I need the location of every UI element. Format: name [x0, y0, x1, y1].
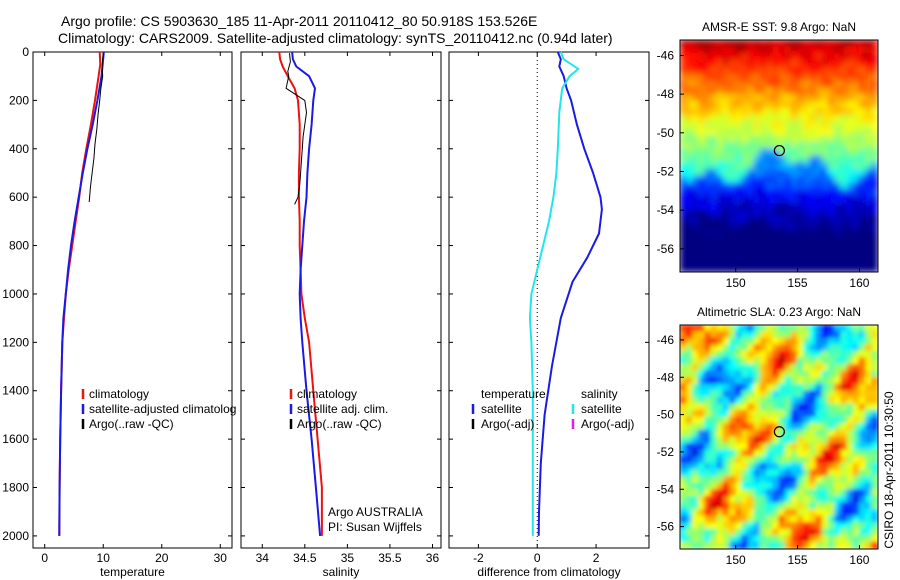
depth-tick-label: 600 [9, 190, 29, 204]
sla-map-argo-marker [773, 426, 785, 438]
difference-legend-label: Argo(-adj) [581, 417, 634, 431]
difference-xtick-label: -2 [473, 551, 484, 565]
sst-map-ytick-label: -54 [657, 203, 675, 217]
sla-map-title: Altimetric SLA: 0.23 Argo: NaN [697, 305, 861, 319]
sst-map-ytick-label: -50 [657, 126, 675, 140]
sla-map-panel: Altimetric SLA: 0.23 Argo: NaN 150 155 160 -… [657, 305, 879, 567]
sst-map-xtick-label: 155 [788, 276, 808, 290]
difference-legend-heading: salinity [581, 387, 618, 401]
sst-map-frame [679, 39, 879, 273]
depth-tick-label: 1800 [2, 481, 29, 495]
difference-legend-label: Argo(-adj) [481, 417, 534, 431]
difference-plot-frame [448, 51, 650, 549]
sst-map-panel: AMSR-E SST: 9.8 Argo: NaN 150 155 160 -46 -48… [657, 20, 879, 290]
salinity-panel: 34 34.5 35 35.5 36 salinity climatologysatelli… [240, 51, 442, 579]
sst-map-argo-marker [773, 144, 785, 157]
sst-map-ytick-label: -56 [657, 242, 675, 256]
salinity-series-satellite-adj-clim- [291, 51, 322, 536]
depth-tick-label: 400 [9, 142, 29, 156]
sla-map-xtick-label: 160 [849, 553, 869, 567]
sla-map-ytick-label: -50 [657, 408, 675, 422]
temperature-plot-frame [32, 51, 233, 549]
sla-map-ytick-label: -52 [657, 445, 675, 459]
sst-map-xtick-label: 160 [849, 276, 869, 290]
depth-tick-label: 2000 [2, 529, 29, 543]
temperature-xtick-label: 0 [41, 551, 48, 565]
salinity-plot-frame [240, 51, 442, 549]
argo-annotation-line: Argo AUSTRALIA [328, 505, 423, 519]
salinity-legend-label: Argo(..raw -QC) [297, 417, 382, 431]
difference-legend-label: satellite [581, 402, 622, 416]
depth-tick-label: 800 [9, 239, 29, 253]
depth-tick-label: 200 [9, 93, 29, 107]
depth-tick-label: 1000 [2, 287, 29, 301]
temperature-legend-label: satellite-adjusted climatolog [89, 402, 236, 416]
temperature-xtick-label: 10 [97, 551, 111, 565]
difference-xtick-label: 0 [534, 551, 541, 565]
salinity-series-argo-raw-qc- [285, 53, 307, 205]
argo-annotation-line: PI: Susan Wijffels [328, 520, 422, 534]
salinity-legend-label: satellite adj. clim. [297, 402, 388, 416]
temperature-series-satellite-adjusted-climatology [58, 51, 105, 536]
salinity-xtick-label: 36 [426, 551, 440, 565]
difference-legend-heading: temperature [481, 387, 546, 401]
salinity-legend-label: climatology [297, 387, 357, 401]
sla-map-ytick-label: -46 [657, 333, 675, 347]
temperature-panel: 0 10 20 30 0 200 400 600 800 1000 1200 1400 1600 1800… [2, 45, 236, 579]
difference-xtick-label: 2 [593, 551, 600, 565]
depth-tick-label: 0 [22, 45, 29, 59]
sst-map-ytick-label: -46 [657, 48, 675, 62]
difference-series-temperature-satellite [537, 51, 603, 536]
difference-legend-label: satellite [481, 402, 522, 416]
sla-map-xtick-label: 155 [788, 553, 808, 567]
sla-map-ytick-label: -48 [657, 370, 675, 384]
salinity-xlabel: salinity [323, 565, 360, 579]
sla-map-ytick-label: -56 [657, 520, 675, 534]
sla-map-frame [679, 324, 879, 550]
difference-xlabel: difference from climatology [477, 565, 620, 579]
sla-map-xtick-label: 150 [726, 553, 746, 567]
depth-tick-label: 1400 [2, 384, 29, 398]
depth-tick-label: 1200 [2, 335, 29, 349]
temperature-xtick-label: 20 [155, 551, 169, 565]
salinity-xtick-label: 34.5 [293, 551, 317, 565]
difference-series-salinity-satellite [528, 51, 580, 536]
sst-map-title: AMSR-E SST: 9.8 Argo: NaN [702, 20, 856, 34]
temperature-legend-label: climatology [89, 387, 149, 401]
sst-map-xtick-label: 150 [726, 276, 746, 290]
salinity-xtick-label: 35 [341, 551, 355, 565]
sla-map-field [680, 325, 878, 549]
header-line2: Climatology: CARS2009. Satellite-adjuste… [58, 30, 613, 46]
sst-map-ytick-label: -48 [657, 87, 675, 101]
temperature-series-argo-raw-qc- [88, 53, 104, 203]
depth-tick-label: 1600 [2, 432, 29, 446]
temperature-xtick-label: 30 [214, 551, 228, 565]
temperature-xlabel: temperature [100, 565, 165, 579]
sst-map-ytick-label: -52 [657, 164, 675, 178]
salinity-xtick-label: 35.5 [378, 551, 402, 565]
salinity-xtick-label: 34 [256, 551, 270, 565]
temperature-legend-label: Argo(..raw -QC) [89, 417, 174, 431]
salinity-series-climatology [278, 51, 323, 536]
sla-map-ytick-label: -54 [657, 482, 675, 496]
side-label: CSIRO 18-Apr-2011 10:30:50 [882, 391, 896, 549]
sst-map-field [680, 40, 878, 272]
header-line1: Argo profile: CS 5903630_185 11-Apr-2011… [61, 13, 538, 29]
